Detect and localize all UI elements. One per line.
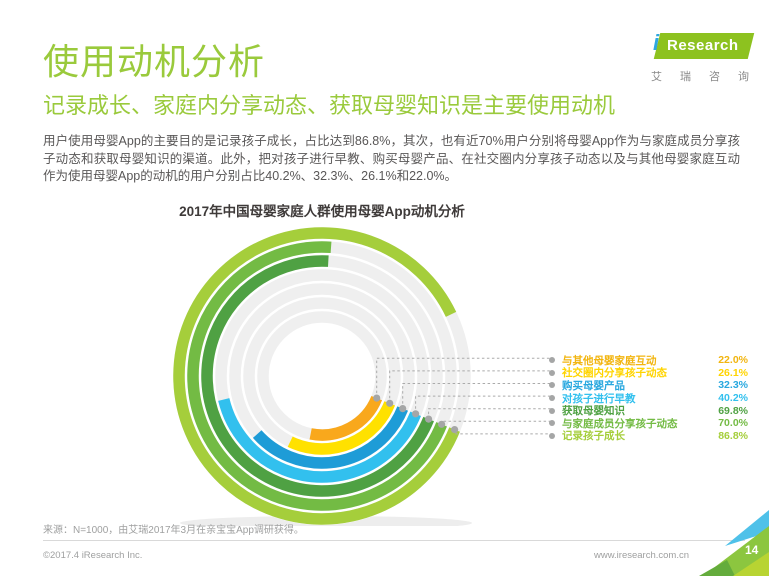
callout-dot <box>399 405 407 413</box>
page-title: 使用动机分析 <box>43 41 266 82</box>
legend-value: 86.8% <box>718 429 748 442</box>
legend-value: 26.1% <box>718 366 748 379</box>
callout-line <box>389 370 552 404</box>
callout-line <box>415 395 552 414</box>
chart-legend: 与其他母婴家庭互动 22.0% 社交圈内分享孩子动态 26.1% 购买母婴产品 32.3%… <box>549 354 748 442</box>
corner-blue-triangle <box>725 510 769 546</box>
legend-label: 对孩子进行早教 <box>562 392 636 405</box>
legend-item: 获取母婴知识 69.8% <box>549 404 748 417</box>
legend-item: 购买母婴产品 32.3% <box>549 379 748 392</box>
legend-value: 40.2% <box>718 392 748 405</box>
logo-cn-char: 咨 <box>709 71 720 83</box>
legend-bullet-icon <box>549 382 555 389</box>
callout-line <box>376 357 552 399</box>
legend-label: 社交圈内分享孩子动态 <box>562 367 667 380</box>
legend-bullet-icon <box>549 369 555 376</box>
source-note: 来源：N=1000，由艾瑞2017年3月在亲宝宝App调研获得。 <box>43 525 304 536</box>
iresearch-logo: i Research 艾 瑞 咨 询 <box>647 30 755 84</box>
logo-i-glyph: i <box>653 30 660 55</box>
chart-title: 2017年中国母婴家庭人群使用母婴App动机分析 <box>179 204 465 219</box>
iresearch-logo-mark: i Research <box>647 30 755 60</box>
legend-item: 与其他母婴家庭互动 22.0% <box>549 354 748 367</box>
legend-bullet-icon <box>549 357 555 364</box>
legend-bullet-icon <box>549 407 555 414</box>
callout-line <box>402 383 552 409</box>
legend-item: 记录孩子成长 86.8% <box>549 429 748 443</box>
legend-bullet-icon <box>549 420 555 427</box>
legend-bullet-icon <box>549 432 555 439</box>
callout-dot <box>451 426 459 434</box>
footer-website: www.iresearch.com.cn <box>593 550 689 561</box>
callout-dot <box>438 420 446 428</box>
corner-decoration: 14 <box>699 510 769 576</box>
callout-dot <box>412 410 420 418</box>
legend-bullet-icon <box>549 395 555 402</box>
callout-dot <box>425 415 433 423</box>
legend-value: 22.0% <box>718 354 748 367</box>
radial-ring-chart <box>173 227 552 526</box>
legend-value: 70.0% <box>718 417 748 430</box>
legend-item: 对孩子进行早教 40.2% <box>549 392 748 405</box>
legend-value: 69.8% <box>718 404 748 417</box>
legend-label: 记录孩子成长 <box>562 430 625 443</box>
corner-dark-green-triangle <box>699 560 735 576</box>
callout-dot <box>373 394 381 402</box>
callout-dot <box>386 399 394 407</box>
corner-light-green-triangle <box>733 552 769 576</box>
legend-label: 与家庭成员分享孩子动态 <box>562 417 678 430</box>
page-subtitle: 记录成长、家庭内分享动态、获取母婴知识是主要使用动机 <box>43 93 616 118</box>
logo-cn-char: 询 <box>738 71 749 83</box>
footer-divider <box>43 540 745 541</box>
legend-item: 社交圈内分享孩子动态 26.1% <box>549 366 748 380</box>
logo-cn-char: 艾 <box>651 71 662 83</box>
legend-label: 购买母婴产品 <box>562 379 625 392</box>
footer-copyright: ©2017.4 iResearch Inc. <box>43 550 143 561</box>
legend-label: 获取母婴知识 <box>562 405 625 418</box>
logo-cn-char: 瑞 <box>680 71 691 83</box>
page-number: 14 <box>745 543 759 557</box>
legend-item: 与家庭成员分享孩子动态 70.0% <box>549 417 748 430</box>
legend-value: 32.3% <box>718 379 748 392</box>
logo-chinese-name: 艾 瑞 咨 询 <box>647 68 753 84</box>
callout-line <box>454 429 552 435</box>
callout-line <box>428 408 552 420</box>
legend-label: 与其他母婴家庭互动 <box>562 354 657 367</box>
intro-paragraph: 用户使用母婴App的主要目的是记录孩子成长，占比达到86.8%，其次，也有近70… <box>43 134 740 183</box>
logo-wordmark: Research <box>667 37 739 54</box>
